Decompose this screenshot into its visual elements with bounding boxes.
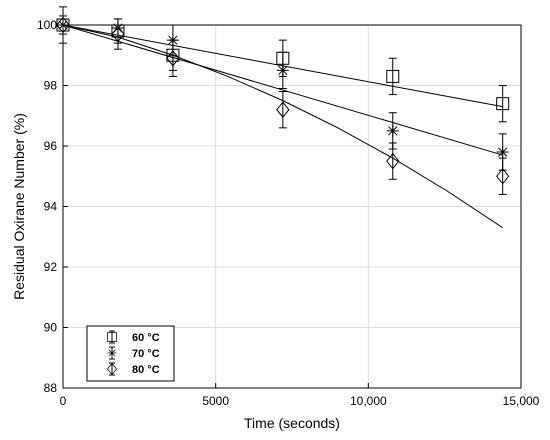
x-tick-label: 5000 <box>202 394 229 408</box>
y-tick-label: 96 <box>44 139 58 153</box>
y-tick-label: 92 <box>44 260 58 274</box>
x-tick-label: 15,000 <box>503 394 540 408</box>
error-bar <box>498 85 507 123</box>
data-point-asterisk <box>276 64 289 77</box>
error-bar <box>278 91 287 129</box>
data-point-diamond <box>496 167 510 185</box>
error-bar <box>498 157 507 195</box>
error-bar <box>113 18 122 50</box>
legend-label: 80 °C <box>132 364 160 376</box>
legend-marker-square <box>107 332 117 342</box>
data-point-asterisk <box>496 146 509 159</box>
axis-ticks: 0 5000 10,000 15,000 88 90 92 94 96 98 100 <box>37 18 540 408</box>
data-point-diamond <box>386 152 400 170</box>
error-bar <box>388 57 397 96</box>
y-tick-label: 100 <box>37 18 57 32</box>
legend-box <box>86 325 175 382</box>
data-point-diamond <box>111 25 125 43</box>
legend: 60 °C 70 °C 80 °C <box>86 325 175 382</box>
data-point-square <box>496 97 510 111</box>
x-axis-title: Time (seconds) <box>244 415 340 431</box>
data-point-asterisk <box>386 124 399 137</box>
legend-marker-asterisk <box>107 348 117 358</box>
y-axis-title: Residual Oxirane Number (%) <box>11 113 27 300</box>
fit-line-2 <box>62 24 503 156</box>
x-tick-label: 0 <box>60 394 67 408</box>
data-point-diamond <box>166 49 180 67</box>
legend-marker-diamond <box>107 362 117 376</box>
y-tick-label: 90 <box>44 321 58 335</box>
data-point-square <box>386 69 400 83</box>
y-tick-label: 94 <box>44 200 58 214</box>
data-point-diamond <box>276 101 290 119</box>
y-tick-label: 88 <box>44 381 58 395</box>
x-tick-label: 10,000 <box>350 394 387 408</box>
y-tick-label: 98 <box>44 79 58 93</box>
legend-label: 70 °C <box>132 348 160 360</box>
data-points <box>56 6 510 195</box>
error-bar <box>168 39 177 77</box>
error-bar <box>388 142 397 180</box>
legend-error-bar <box>109 330 115 344</box>
legend-label: 60 °C <box>132 332 160 344</box>
